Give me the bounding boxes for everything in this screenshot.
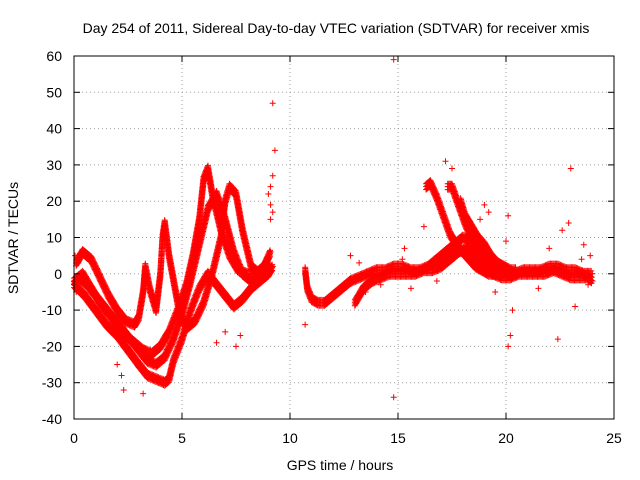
grid-layer (74, 56, 614, 419)
data-point-trace-a (267, 249, 274, 256)
data-point-trace-b (200, 303, 207, 310)
points-layer (71, 56, 596, 401)
chart-title: Day 254 of 2011, Sidereal Day-to-day VTE… (83, 20, 590, 36)
